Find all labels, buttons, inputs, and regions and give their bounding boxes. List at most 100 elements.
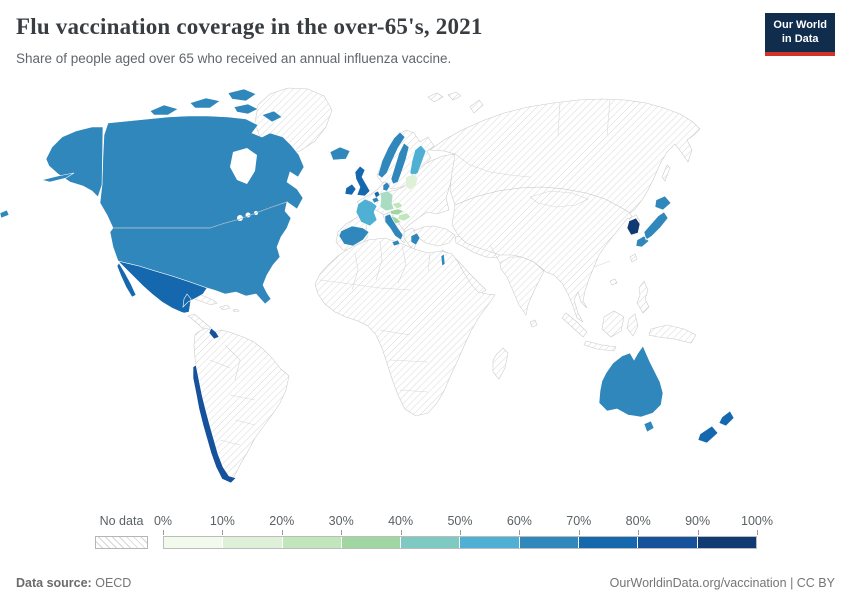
legend-tick-mark (638, 530, 640, 535)
legend-tick-label: 10% (209, 514, 235, 528)
page-subtitle: Share of people aged over 65 who receive… (16, 51, 452, 66)
region-philippines (636, 280, 650, 314)
country-usa-aleutians[interactable] (41, 172, 75, 183)
country-italy[interactable] (384, 213, 404, 247)
country-costa-rica[interactable] (208, 327, 220, 340)
data-source-value: OECD (95, 576, 132, 590)
legend-tick-mark (222, 530, 224, 535)
us-canada-border (113, 201, 288, 229)
country-baltic-states[interactable] (404, 173, 419, 191)
legend-tick-mark (163, 530, 164, 535)
legend-tick-label: 90% (685, 514, 711, 528)
legend-segment (696, 537, 756, 548)
data-source: Data source: OECD (16, 576, 131, 590)
legend-tick-label: 40% (388, 514, 414, 528)
data-source-label: Data source: (16, 576, 92, 590)
region-india (499, 256, 545, 316)
legend-tick-label: 70% (566, 514, 592, 528)
country-mexico[interactable] (117, 260, 208, 314)
country-chile[interactable] (192, 364, 237, 484)
region-sakhalin (661, 164, 671, 182)
no-data-swatch (95, 536, 148, 549)
legend-segment (164, 537, 223, 548)
region-china-se-asia (451, 186, 635, 323)
legend-tick-label: 80% (625, 514, 651, 528)
owid-logo-line2: in Data (781, 32, 819, 45)
region-sumatra (561, 312, 588, 338)
country-canada[interactable] (99, 115, 305, 229)
country-netherlands[interactable] (373, 190, 381, 199)
legend-tick-mark (697, 530, 699, 535)
country-uk[interactable] (354, 165, 371, 197)
country-norway[interactable] (377, 131, 406, 179)
owid-logo[interactable]: Our World in Data (765, 13, 835, 56)
hudson-bay (230, 148, 257, 184)
legend-segment (400, 537, 460, 548)
country-canada-islands[interactable] (149, 88, 283, 123)
legend-color-bar (163, 536, 757, 549)
legend-segment (459, 537, 519, 548)
region-novaya-zemlya (469, 99, 484, 114)
country-belgium[interactable] (371, 196, 380, 204)
country-germany[interactable] (379, 190, 395, 212)
region-java (583, 340, 617, 352)
no-data-label: No data (99, 514, 144, 528)
country-mexico-baja[interactable] (116, 262, 137, 298)
legend-tick-label: 30% (328, 514, 354, 528)
country-south-korea[interactable] (626, 217, 641, 236)
region-puerto-rico (232, 308, 240, 313)
region-hainan (609, 278, 618, 286)
legend-segment (222, 537, 282, 548)
region-new-guinea (648, 324, 697, 344)
legend-tick-mark (400, 530, 402, 535)
legend-segment (518, 537, 579, 548)
legend-tick-label: 20% (269, 514, 295, 528)
page-title: Flu vaccination coverage in the over-65'… (16, 14, 483, 39)
country-iceland[interactable] (329, 146, 351, 161)
world-choropleth-map (0, 85, 850, 505)
legend-tick-mark (460, 530, 461, 535)
footer-link[interactable]: OurWorldinData.org/vaccination | CC BY (609, 576, 835, 590)
country-sweden[interactable] (390, 142, 410, 185)
country-france[interactable] (355, 198, 378, 227)
legend-segment (578, 537, 638, 548)
legend-segment (340, 537, 401, 548)
region-borneo (601, 310, 625, 338)
region-sulawesi (626, 313, 639, 337)
country-israel[interactable] (440, 253, 446, 267)
owid-logo-line1: Our World (773, 19, 827, 31)
legend-tick-label: 50% (447, 514, 473, 528)
region-sri-lanka (529, 319, 538, 328)
region-arctic-islands (447, 91, 462, 101)
legend-tick-label: 60% (506, 514, 532, 528)
country-denmark[interactable] (382, 181, 391, 192)
country-usa-alaska[interactable] (45, 126, 104, 198)
world-map-svg (0, 87, 735, 484)
legend-tick-mark (519, 530, 521, 535)
region-turkey (413, 225, 456, 247)
region-madagascar (492, 347, 509, 380)
legend-segment (281, 537, 341, 548)
legend-segment (637, 537, 697, 548)
country-new-zealand[interactable] (697, 410, 735, 444)
region-hispaniola (219, 304, 231, 311)
country-hungary[interactable] (397, 212, 412, 222)
region-svalbard (427, 92, 444, 103)
legend-tick-mark (341, 530, 343, 535)
country-australia[interactable] (598, 345, 664, 433)
region-taiwan (629, 253, 638, 263)
country-spain-portugal[interactable] (338, 225, 370, 247)
country-greece[interactable] (410, 232, 421, 246)
country-usa-bering-sliver[interactable] (0, 209, 10, 219)
region-south-america (193, 327, 290, 482)
region-africa (314, 237, 496, 417)
legend-tick-label: 0% (153, 514, 173, 528)
map-legend: No data 0% 10% 20% 30% 40% 50% 60% 70% 80% 90% 100… (0, 508, 850, 558)
country-austria[interactable] (389, 208, 405, 216)
country-czechia[interactable] (391, 201, 404, 210)
country-ireland[interactable] (344, 183, 357, 196)
legend-tick-label: 100% (741, 514, 773, 528)
legend-tick-mark (578, 530, 580, 535)
country-japan[interactable] (635, 195, 672, 248)
